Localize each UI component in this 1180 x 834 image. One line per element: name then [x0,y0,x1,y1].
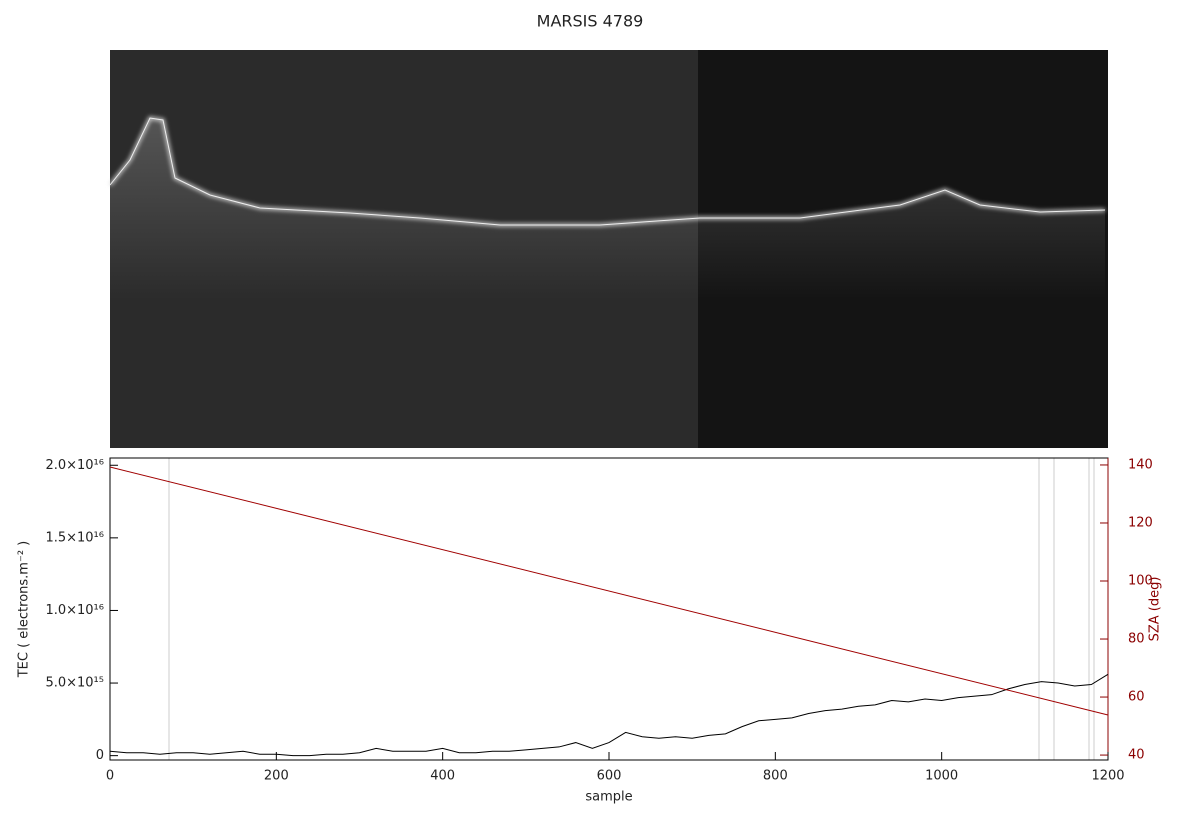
y2-tick-label: 140 [1128,457,1153,472]
plot-frame [109,457,1109,761]
radargram [108,50,1108,448]
chart-title: MARSIS 4789 [537,12,644,31]
x-tick-label: 600 [597,769,622,784]
x-tick-label: 400 [430,769,455,784]
y2-tick-label: 40 [1128,748,1145,763]
x-tick-label: 800 [763,769,788,784]
y2-tick-label: 100 [1128,574,1153,589]
x-tick-label: 1000 [925,769,958,784]
y2-tick-label: 120 [1128,515,1153,530]
y-axis-label: TEC ( electrons.m⁻² ) [17,541,32,679]
x-tick-label: 200 [264,769,289,784]
y-tick-label: 2.0×10¹⁶ [45,458,104,473]
data-line [109,673,1109,757]
y2-tick-label: 60 [1128,690,1145,705]
y-tick-label: 0 [96,748,104,763]
x-axis-label: sample [585,790,632,805]
x-tick-label: 0 [106,769,114,784]
y-tick-label: 1.0×10¹⁶ [45,603,104,618]
marker-lines [168,458,1095,760]
y-tick-label: 5.0×10¹⁵ [45,676,104,691]
y2-axis-label: SZA (deg) [1148,577,1163,642]
y2-tick-label: 80 [1128,632,1145,647]
data-line [109,466,1109,716]
x-tick-label: 1200 [1091,769,1124,784]
y-tick-label: 1.5×10¹⁶ [45,530,104,545]
